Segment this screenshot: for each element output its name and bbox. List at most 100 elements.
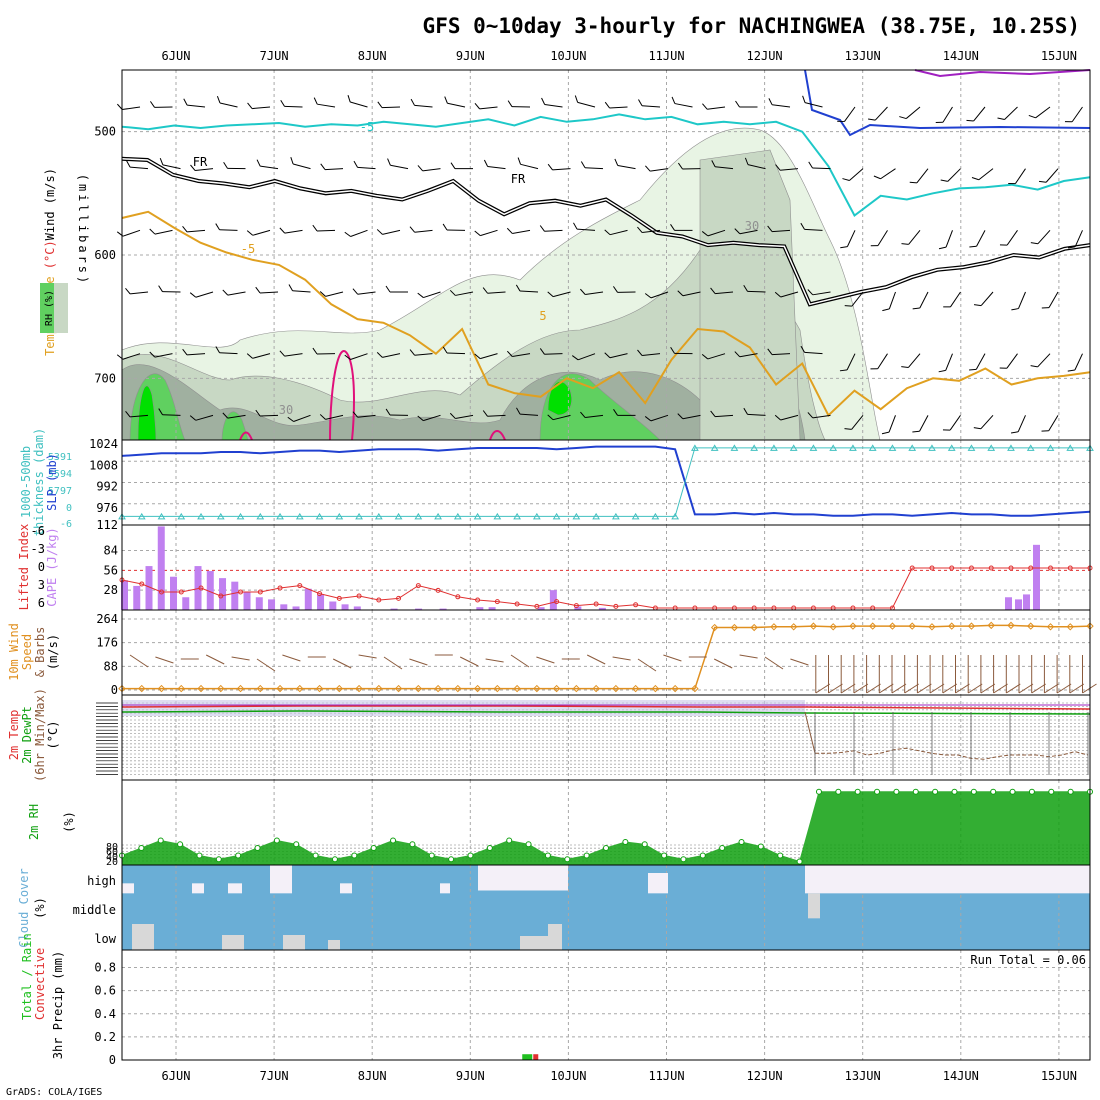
barb-flag — [312, 347, 318, 355]
cape-bar — [1015, 599, 1022, 610]
cloud-high-clear — [122, 883, 134, 894]
barb-shaft — [908, 230, 921, 245]
cloud-low — [283, 935, 305, 950]
wind-barb — [999, 230, 1018, 246]
wind-speed-marker — [612, 684, 620, 693]
barb-shaft — [487, 165, 506, 170]
barb-flag — [190, 164, 196, 171]
ylabel-part: & Barbs — [33, 627, 47, 678]
wind-barb — [734, 351, 758, 358]
wind-barb-10m — [879, 683, 894, 694]
barb-flag — [290, 157, 294, 165]
lifted-marker — [534, 603, 540, 609]
rh2m-marker — [312, 852, 319, 859]
barb-flag — [604, 101, 610, 109]
barb-shaft — [122, 229, 141, 237]
thickness-marker — [849, 444, 857, 451]
cape-bar — [170, 576, 178, 610]
barb-shaft — [908, 353, 921, 368]
wind-barb — [246, 353, 271, 359]
rh2m-marker — [874, 788, 881, 795]
barb-flag — [1030, 365, 1038, 368]
barb-flag — [547, 163, 553, 171]
thickness-marker — [216, 512, 225, 520]
ytick-precip: 0.2 — [94, 1030, 116, 1044]
rh2m-marker — [525, 841, 532, 848]
wind-barb — [644, 414, 669, 422]
ylabel-part: 10m Wind — [7, 623, 21, 681]
rh2m-marker — [448, 856, 455, 863]
ylabel-part: 1000-500mb — [19, 446, 33, 518]
panel-bg-precip — [122, 950, 1090, 1060]
barb-flag — [768, 98, 773, 106]
barb-flag — [1067, 369, 1075, 372]
barb-shaft — [1048, 291, 1059, 308]
thickness-marker — [888, 444, 897, 451]
wind-barb — [539, 348, 563, 355]
barb-shaft — [154, 353, 173, 358]
rh2m-marker — [970, 788, 977, 795]
barb-flag — [840, 246, 848, 249]
barb-flag — [247, 102, 253, 109]
lifted-marker — [159, 589, 165, 595]
barb-flag — [255, 286, 261, 294]
barb-flag — [870, 368, 878, 370]
thickness-marker — [730, 444, 739, 451]
wind-barb — [638, 99, 661, 108]
barb-shaft — [325, 414, 344, 420]
barb-shaft — [942, 106, 953, 123]
contour-label: 5 — [539, 309, 546, 323]
cape-bar — [121, 580, 128, 610]
barb-flag — [377, 101, 383, 108]
wind-barb — [604, 229, 628, 236]
ytick-cape: 28 — [104, 583, 118, 597]
wind-speed-marker — [157, 684, 166, 693]
line-dewpoint-after — [815, 747, 1089, 760]
barb-flag — [1030, 242, 1039, 245]
thickness-marker — [236, 512, 245, 520]
thickness-marker — [572, 512, 581, 520]
rh2m-marker — [990, 788, 997, 795]
thickness-marker — [789, 444, 798, 451]
barb-flag — [483, 159, 489, 167]
wind-barb-10m — [980, 683, 996, 694]
wind-barb — [149, 228, 173, 235]
wind-barb — [516, 407, 539, 416]
barb-flag — [474, 230, 481, 236]
barb-flag — [222, 289, 229, 296]
barb-shaft — [844, 106, 856, 122]
barb-flag — [735, 100, 740, 108]
barb-flag — [117, 103, 123, 110]
wind-barb — [182, 225, 206, 233]
barb-flag — [215, 223, 220, 230]
barb-shaft — [130, 414, 149, 418]
rh2m-marker — [680, 856, 687, 863]
barb-flag — [767, 225, 773, 232]
wind-barb — [1067, 353, 1083, 372]
ytick-cape: 56 — [104, 563, 118, 577]
wind-barb-10m — [256, 658, 276, 672]
wind-barb-10m — [713, 658, 733, 669]
ylabel-slp: 1000-500mbthickness (dam)SLP (mb) — [19, 428, 59, 536]
wind-barb — [255, 409, 279, 417]
wind-barb — [574, 95, 596, 108]
ytick-lifted: -3 — [31, 542, 45, 556]
barb-shaft — [187, 104, 206, 108]
barb-flag — [444, 96, 448, 104]
cloud-high-clear — [648, 873, 668, 894]
wind-barb — [474, 353, 498, 360]
barb-flag — [312, 224, 318, 232]
barb-shaft — [707, 353, 726, 360]
rh2m-marker — [196, 852, 203, 859]
wind-barb — [901, 230, 921, 245]
wind-barb — [442, 223, 466, 231]
wind-barb — [347, 95, 368, 108]
wind-speed-marker — [296, 684, 304, 693]
barb-flag — [734, 351, 741, 358]
lifted-marker — [455, 594, 461, 600]
wind-barb — [938, 230, 953, 250]
rh2m-marker — [157, 837, 164, 844]
date-label-top: 12JUN — [747, 49, 783, 63]
rh2m-marker — [699, 852, 706, 859]
wind-barb — [125, 410, 149, 418]
